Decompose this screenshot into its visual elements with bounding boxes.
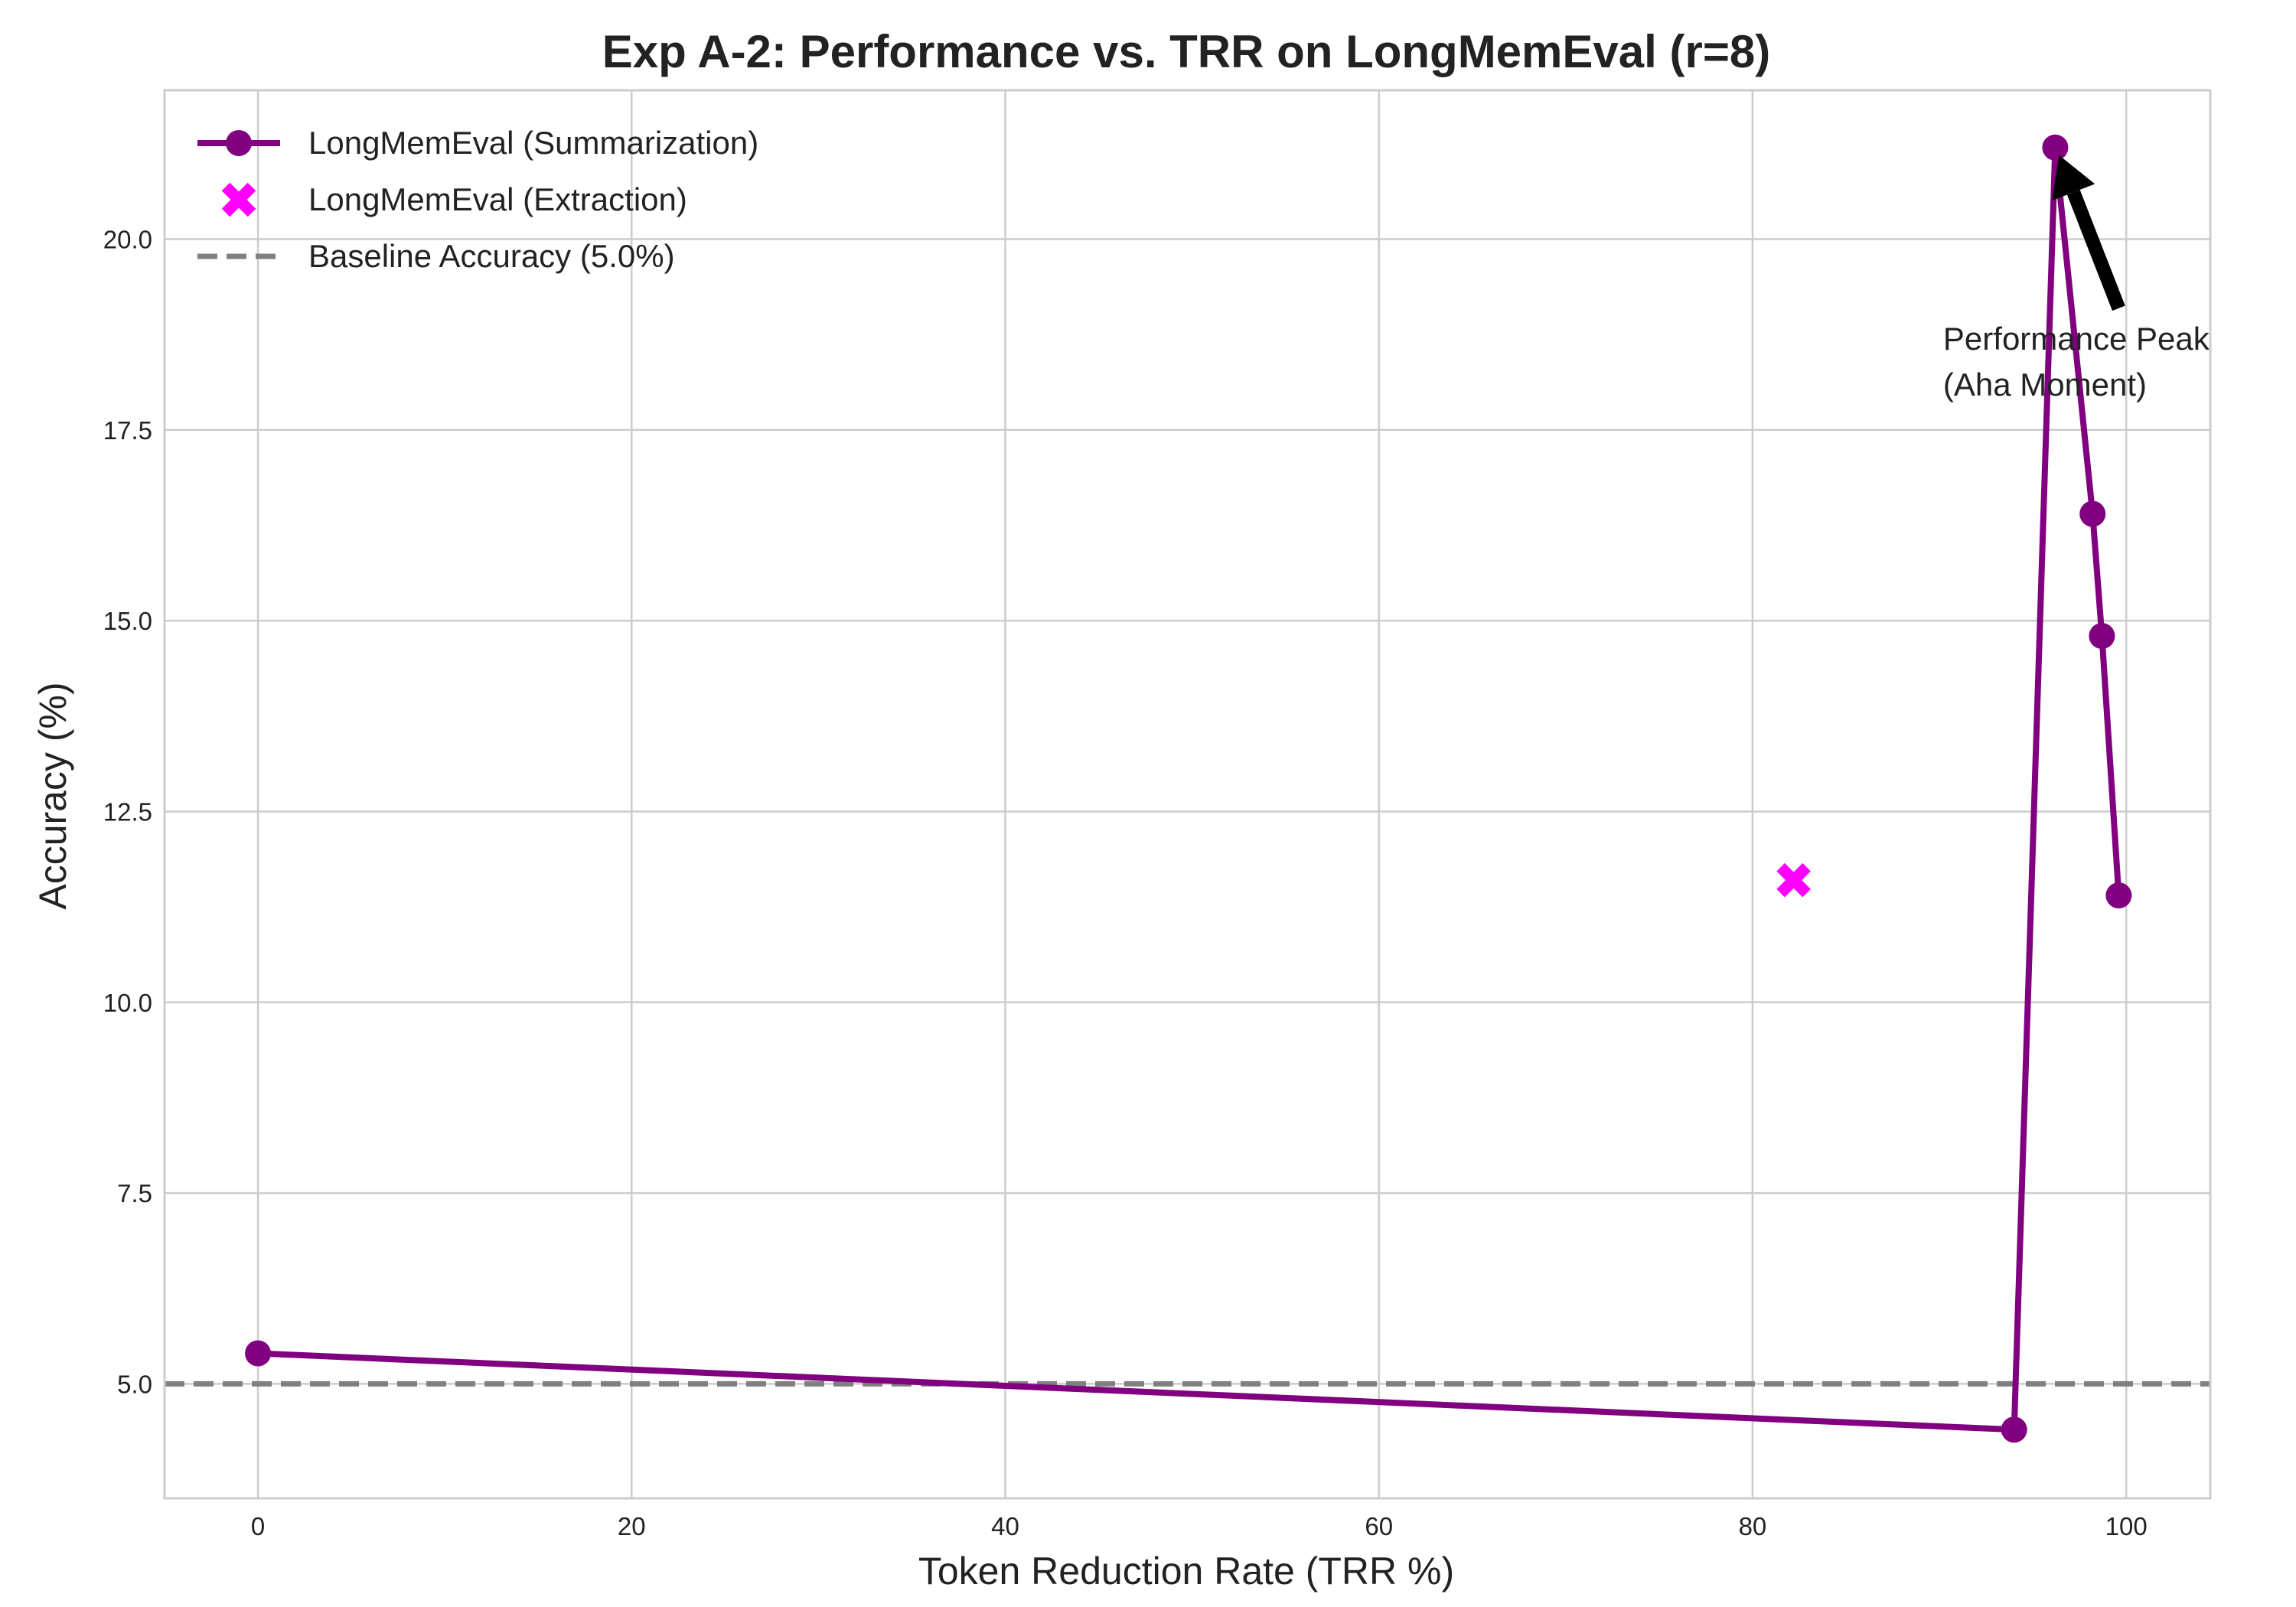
annotation-layer: Performance Peak (Aha Moment) <box>1943 155 2210 403</box>
legend-label: Baseline Accuracy (5.0%) <box>308 238 675 274</box>
y-tick-label: 17.5 <box>103 416 152 445</box>
tick-labels: 0 20 40 60 80 100 5.0 7.5 10.0 12.5 15.0 17.5 20.0 <box>103 225 2148 1540</box>
x-tick-label: 20 <box>618 1512 646 1540</box>
series-layer <box>245 134 2132 1443</box>
x-tick-label: 40 <box>991 1512 1019 1540</box>
y-tick-label: 7.5 <box>117 1179 152 1208</box>
legend-marker-swatch <box>226 130 252 156</box>
legend-item: LongMemEval (Extraction) <box>221 181 687 217</box>
annotation: Performance Peak (Aha Moment) <box>1943 155 2210 403</box>
y-axis-label: Accuracy (%) <box>31 682 74 909</box>
legend-label: LongMemEval (Summarization) <box>308 125 758 161</box>
legend-item: Baseline Accuracy (5.0%) <box>197 238 675 274</box>
plot-frame <box>163 89 2212 1500</box>
x-tick-label: 0 <box>251 1512 265 1540</box>
legend-label: LongMemEval (Extraction) <box>308 181 687 217</box>
y-tick-label: 20.0 <box>103 225 152 253</box>
x-tick-label: 100 <box>2105 1512 2148 1540</box>
y-tick-label: 12.5 <box>103 797 152 826</box>
legend-item: LongMemEval (Summarization) <box>197 125 758 161</box>
y-tick-label: 5.0 <box>117 1370 152 1398</box>
chart-title: Exp A-2: Performance vs. TRR on LongMemE… <box>602 26 1770 77</box>
extraction-point-stroke <box>1776 862 1811 898</box>
summarization-point <box>2079 500 2106 527</box>
annotation-arrow-head <box>2052 155 2095 201</box>
annotation-text: (Aha Moment) <box>1943 367 2147 403</box>
summarization-line <box>255 144 2122 1433</box>
summarization-point <box>2105 882 2132 909</box>
grid <box>165 90 2210 1498</box>
legend-x-swatch <box>221 182 256 217</box>
summarization-point <box>2001 1416 2027 1443</box>
legend: LongMemEval (Summarization) LongMemEval (… <box>197 125 758 274</box>
x-tick-label: 60 <box>1365 1512 1393 1540</box>
annotation-text: Performance Peak <box>1943 321 2210 357</box>
x-axis-label: Token Reduction Rate (TRR %) <box>918 1550 1454 1592</box>
y-tick-label: 15.0 <box>103 607 152 635</box>
summarization-point <box>2042 134 2069 161</box>
annotation-arrow-shaft <box>2066 189 2125 311</box>
x-tick-label: 80 <box>1739 1512 1767 1540</box>
y-tick-label: 10.0 <box>103 989 152 1017</box>
summarization-point <box>2089 623 2115 650</box>
extraction-point <box>1776 862 1811 898</box>
summarization-point <box>245 1340 272 1367</box>
